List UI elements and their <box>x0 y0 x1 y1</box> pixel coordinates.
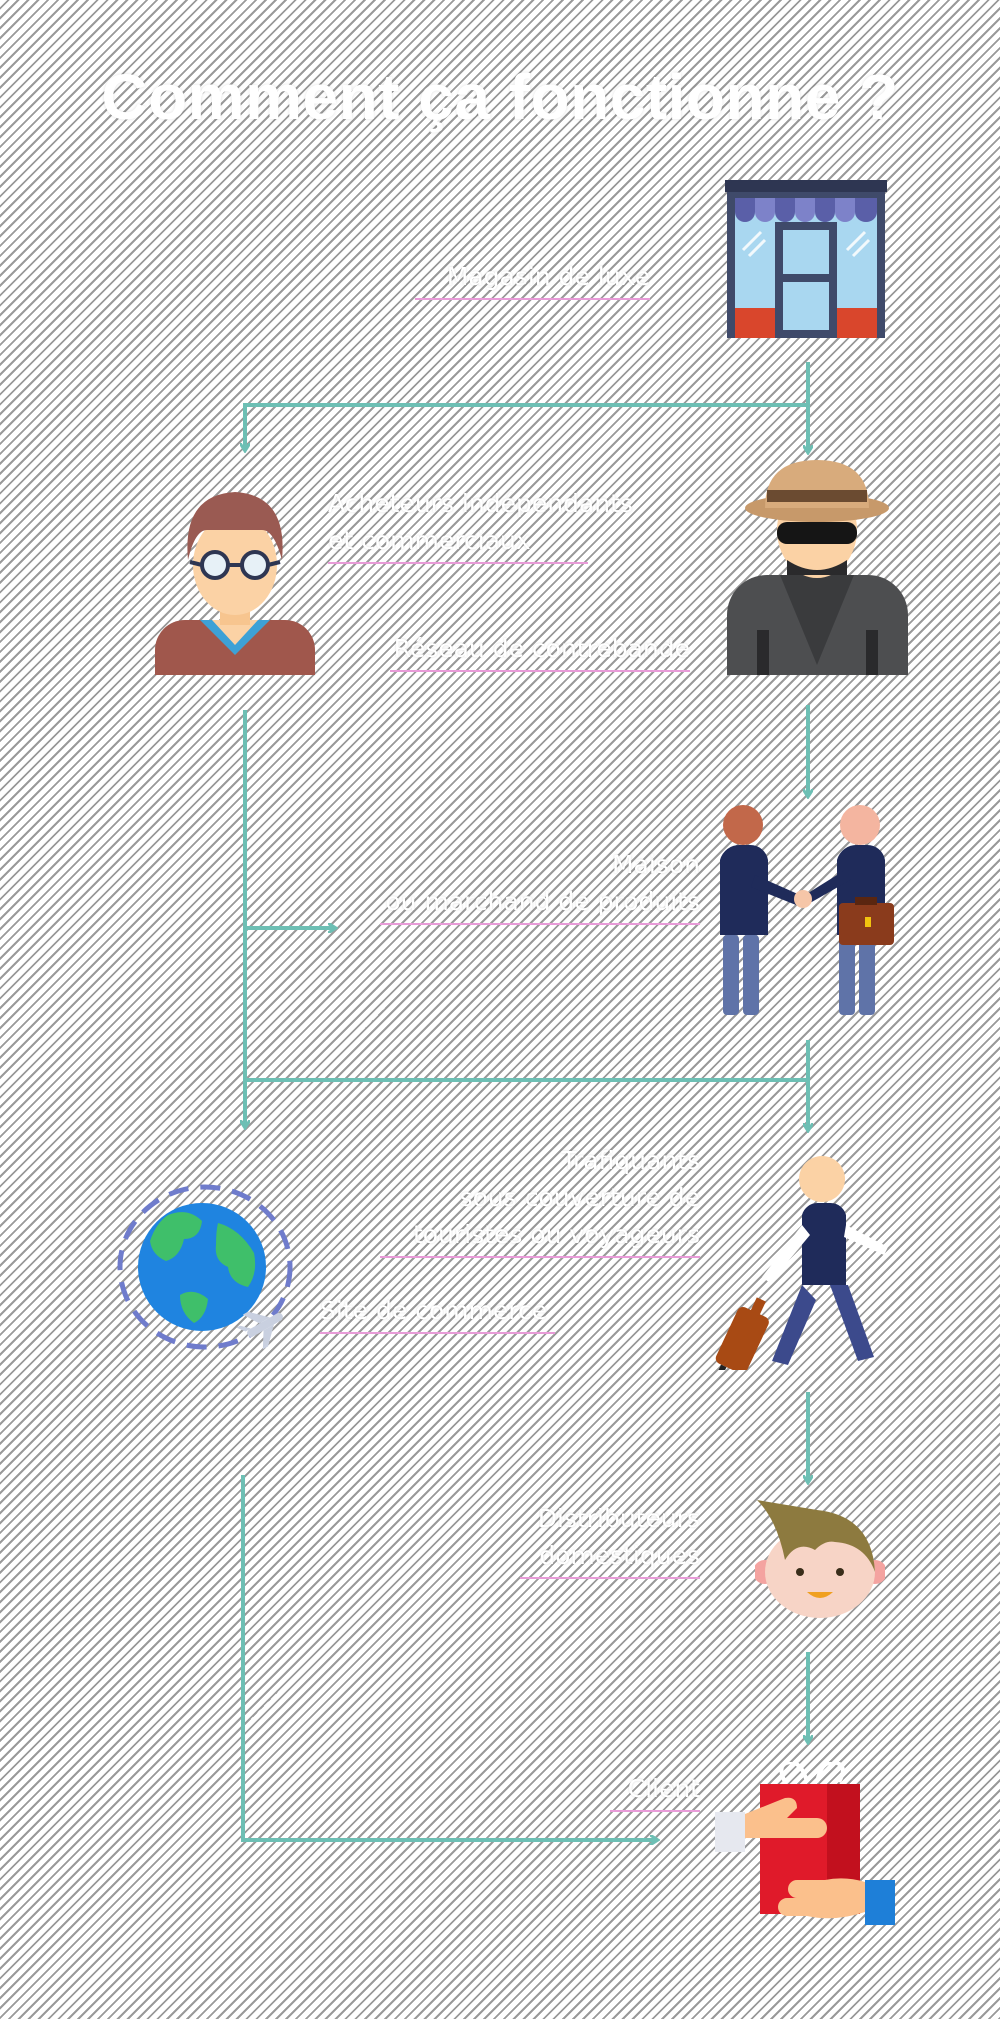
label-client: Client <box>560 1770 700 1812</box>
spy-hat-icon <box>727 460 908 675</box>
label-buyer: Acheteurs indépendants et commerciaux <box>328 485 708 564</box>
label-domestic: Distributeurs domestiques <box>480 1500 700 1579</box>
label-traffic: Trafiquants sous couverture de touristes… <box>380 1142 700 1258</box>
globe-plane-icon <box>117 1184 293 1350</box>
label-store: Magasin de luxe <box>400 258 650 300</box>
label-online: Site de commerce <box>320 1292 580 1334</box>
arrow-store-to-buyer <box>245 403 808 450</box>
storefront-icon <box>725 180 887 338</box>
gift-handover-icon <box>715 1762 895 1925</box>
handshake-icon <box>720 805 894 1015</box>
arrow-online-to-client <box>241 1475 657 1840</box>
page-title: Comment ça fonctionne ? <box>101 61 899 133</box>
boy-face-icon <box>755 1500 885 1618</box>
label-delivery: Maison ou marchand de produits <box>380 846 700 925</box>
traveler-suitcase-icon <box>715 1156 888 1370</box>
label-network: Réseau de contrebande <box>390 630 690 672</box>
buyer-glasses-icon <box>155 492 315 675</box>
